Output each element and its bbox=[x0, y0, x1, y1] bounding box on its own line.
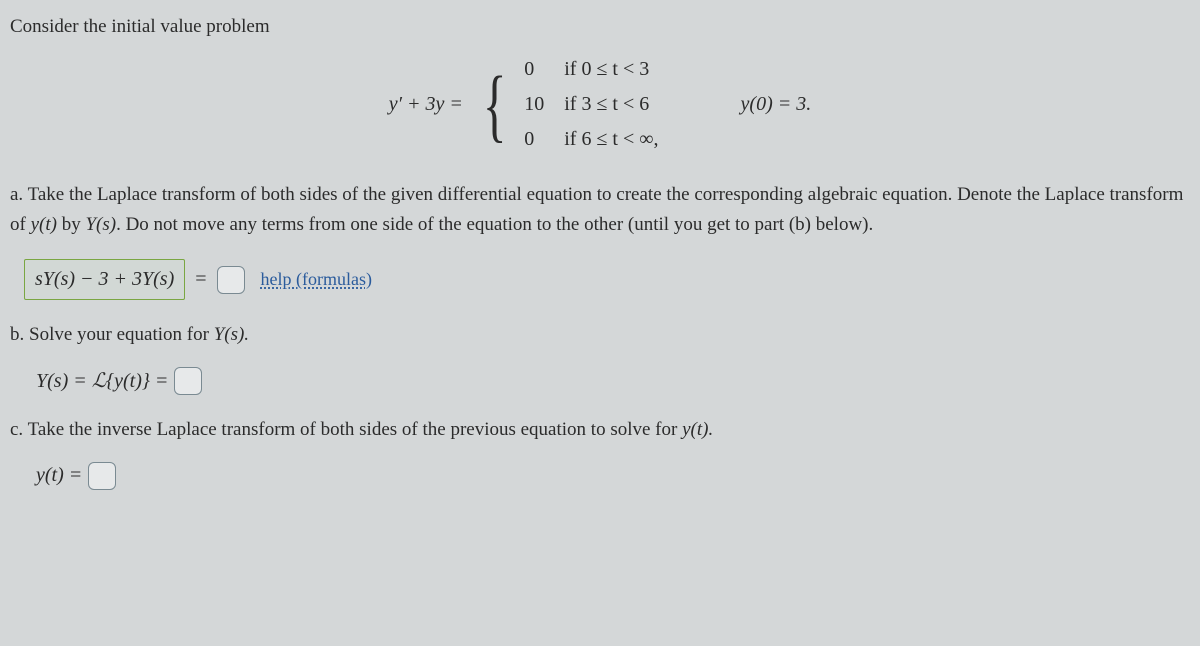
part-c-eq: y(t) = bbox=[36, 460, 82, 491]
case-row: 0 if 0 ≤ t < 3 bbox=[524, 53, 676, 86]
part-a-rest: . Do not move any terms from one side of… bbox=[116, 214, 873, 235]
part-b-text: b. Solve your equation for bbox=[10, 324, 214, 345]
case-condition: if 6 ≤ t < ∞, bbox=[564, 123, 676, 156]
part-b-input[interactable] bbox=[174, 367, 202, 395]
part-c: c. Take the inverse Laplace transform of… bbox=[10, 415, 1190, 444]
eq-lhs: y′ + 3y = bbox=[389, 89, 463, 120]
ivp-equation: y′ + 3y = { 0 if 0 ≤ t < 3 10 if 3 ≤ t <… bbox=[10, 51, 1190, 158]
Ys-inline: Y(s) bbox=[85, 214, 116, 235]
piecewise-cases: 0 if 0 ≤ t < 3 10 if 3 ≤ t < 6 0 if 6 ≤ … bbox=[522, 51, 678, 158]
initial-condition: y(0) = 3. bbox=[741, 89, 812, 120]
part-c-input[interactable] bbox=[88, 462, 116, 490]
part-a: a. Take the Laplace transform of both si… bbox=[10, 180, 1190, 239]
part-b-eq: Y(s) = ℒ{y(t)} = bbox=[36, 366, 168, 397]
help-link[interactable]: help (formulas) bbox=[261, 266, 372, 294]
yt-inline: y(t) bbox=[31, 214, 57, 235]
case-value: 0 bbox=[524, 53, 562, 86]
case-row: 0 if 6 ≤ t < ∞, bbox=[524, 123, 676, 156]
part-c-text: c. Take the inverse Laplace transform of… bbox=[10, 419, 682, 440]
part-a-lhs-box[interactable]: sY(s) − 3 + 3Y(s) bbox=[24, 259, 185, 300]
equals-sign: = bbox=[191, 264, 210, 295]
part-c-equation-line: y(t) = bbox=[36, 460, 1190, 491]
part-b-Ys: Y(s). bbox=[214, 324, 249, 345]
case-value: 10 bbox=[524, 88, 562, 121]
brace: { bbox=[483, 64, 507, 146]
part-c-yt: y(t). bbox=[682, 419, 713, 440]
part-b: b. Solve your equation for Y(s). bbox=[10, 320, 1190, 349]
part-a-by: by bbox=[57, 214, 86, 235]
part-a-rhs-input[interactable] bbox=[217, 266, 245, 294]
part-a-answer-line: sY(s) − 3 + 3Y(s) = help (formulas) bbox=[24, 259, 1190, 300]
case-condition: if 0 ≤ t < 3 bbox=[564, 53, 676, 86]
part-b-equation-line: Y(s) = ℒ{y(t)} = bbox=[36, 366, 1190, 397]
case-condition: if 3 ≤ t < 6 bbox=[564, 88, 676, 121]
case-value: 0 bbox=[524, 123, 562, 156]
intro-text: Consider the initial value problem bbox=[10, 12, 1190, 41]
case-row: 10 if 3 ≤ t < 6 bbox=[524, 88, 676, 121]
